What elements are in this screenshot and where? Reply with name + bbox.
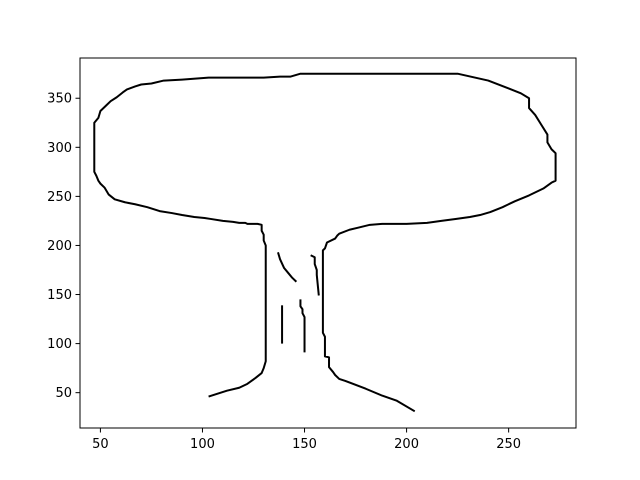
y-tick-label-150: 150: [47, 288, 72, 303]
x-tick-label-150: 150: [292, 437, 317, 452]
y-tick-label-100: 100: [47, 337, 72, 352]
plot-area-frame: [79, 57, 577, 429]
y-tick-label-200: 200: [47, 239, 72, 254]
series-line-1: [93, 72, 557, 413]
series-line-2: [277, 252, 298, 283]
series-line-5: [299, 299, 306, 353]
y-tick-label-300: 300: [47, 141, 72, 156]
y-tick-label-50: 50: [55, 386, 72, 401]
y-axis: 50 100 150 200 250 300 350: [47, 92, 80, 401]
x-tick-label-50: 50: [92, 437, 109, 452]
y-tick-label-350: 350: [47, 92, 72, 107]
x-axis: 50 100 150 200 250: [92, 428, 521, 452]
y-tick-label-250: 250: [47, 190, 72, 205]
x-tick-label-100: 100: [190, 437, 215, 452]
series-line-3: [310, 254, 320, 296]
x-tick-label-250: 250: [496, 437, 521, 452]
x-tick-label-200: 200: [394, 437, 419, 452]
series-layer: [93, 72, 557, 413]
